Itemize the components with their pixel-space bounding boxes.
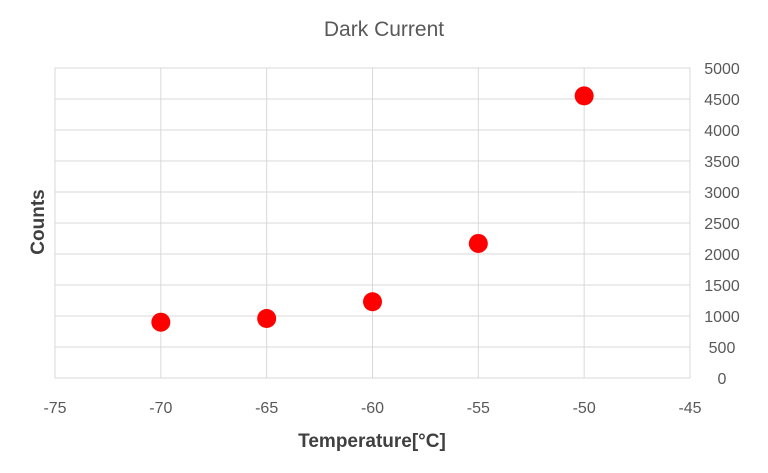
grid-layer bbox=[54, 67, 691, 379]
y-tick-label: 3000 bbox=[704, 185, 740, 202]
x-tick-label: -70 bbox=[149, 400, 172, 417]
data-point bbox=[257, 308, 277, 328]
y-tick-label: 4000 bbox=[704, 123, 740, 140]
data-point bbox=[468, 233, 488, 253]
data-point bbox=[363, 292, 382, 312]
data-point bbox=[151, 312, 171, 332]
y-tick-label: 0 bbox=[718, 371, 727, 388]
y-tick-label: 4500 bbox=[704, 92, 740, 109]
y-tick-label: 1500 bbox=[704, 278, 740, 295]
y-tick-label: 2000 bbox=[704, 247, 740, 264]
x-tick-label: -50 bbox=[573, 400, 596, 417]
tick-layer: 0 500 1000 1500 2000 2500 3000 3500 4000 4500 5000… bbox=[43, 61, 739, 417]
x-tick-label: -60 bbox=[361, 400, 384, 417]
y-tick-label: 500 bbox=[709, 340, 736, 357]
x-tick-label: -65 bbox=[255, 400, 278, 417]
data-point bbox=[574, 86, 594, 106]
y-tick-label: 2500 bbox=[704, 216, 740, 233]
x-tick-label: -45 bbox=[678, 400, 701, 417]
x-tick-label: -75 bbox=[43, 400, 66, 417]
x-axis-label: Temperature[°C] bbox=[298, 431, 446, 452]
y-tick-label: 1000 bbox=[704, 309, 740, 326]
data-points bbox=[151, 86, 594, 332]
y-axis-label: Counts bbox=[28, 189, 49, 254]
y-tick-label: 3500 bbox=[704, 154, 740, 171]
x-tick-label: -55 bbox=[467, 400, 490, 417]
y-tick-label: 5000 bbox=[704, 61, 740, 78]
plot-area-border bbox=[54, 67, 691, 379]
chart-title: Dark Current bbox=[324, 18, 444, 41]
